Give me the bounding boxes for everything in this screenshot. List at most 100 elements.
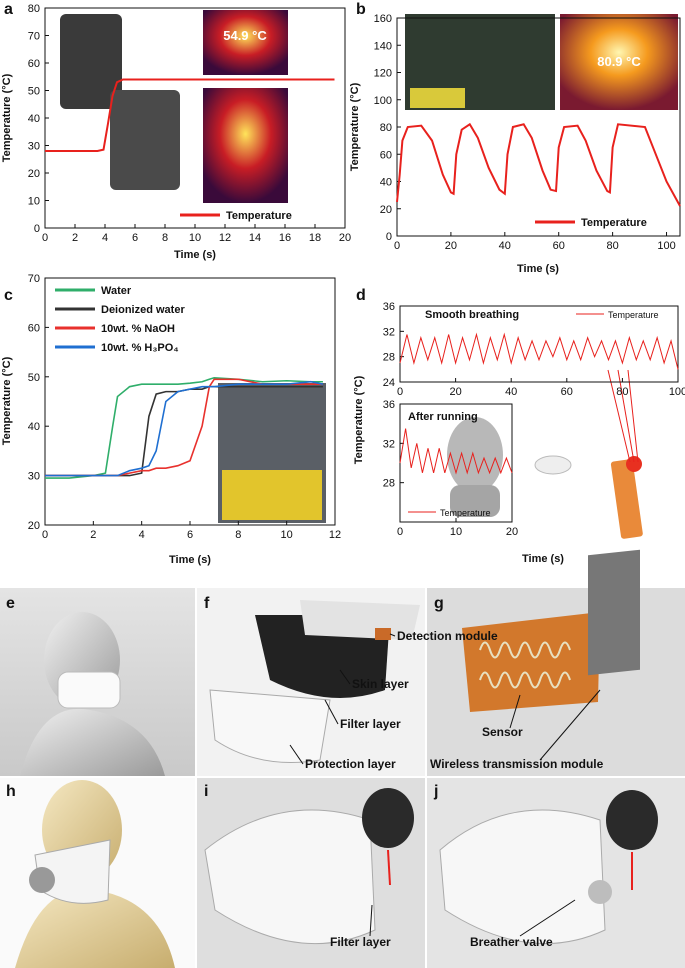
y-tick-label: 20 — [28, 520, 40, 532]
breath — [534, 455, 572, 475]
x-tick-label: 80 — [606, 240, 618, 252]
y-tick-label: 32 — [383, 438, 395, 450]
x-axis-label: Time (s) — [169, 554, 211, 566]
shoulders — [20, 708, 165, 776]
leader-line — [324, 699, 339, 725]
y-tick-label: 30 — [28, 141, 40, 153]
mask — [57, 671, 121, 709]
y-tick-label: 80 — [28, 3, 40, 15]
y-tick-label: 40 — [380, 177, 392, 189]
y-tick-label: 0 — [386, 231, 392, 243]
inset-sensor — [606, 790, 658, 850]
setup-photo — [222, 470, 322, 520]
pointer — [387, 849, 391, 886]
y-tick-label: 60 — [380, 149, 392, 161]
legend-label: Temperature — [608, 310, 659, 320]
y-tick-label: 60 — [28, 58, 40, 70]
legend-label: Temperature — [440, 508, 491, 518]
x-tick-label: 100 — [669, 386, 685, 398]
mask — [439, 809, 606, 945]
x-tick-label: 20 — [506, 526, 518, 538]
mask — [204, 809, 376, 945]
callout-label: Filter layer — [330, 935, 391, 949]
legend-label: Temperature — [581, 217, 647, 229]
x-tick-label: 0 — [397, 386, 403, 398]
leader-line — [509, 694, 521, 729]
thermal-image — [560, 14, 678, 110]
x-tick-label: 0 — [42, 232, 48, 244]
y-axis-label: Temperature (°C) — [353, 375, 365, 464]
robot-photo — [110, 90, 180, 190]
x-axis-label: Time (s) — [517, 263, 559, 275]
setup-photo — [410, 88, 465, 108]
y-axis-label: Temperature (°C) — [1, 73, 13, 162]
x-axis-label: Time (s) — [174, 249, 216, 261]
panel-letter: c — [4, 287, 13, 304]
y-tick-label: 10 — [28, 196, 40, 208]
y-tick-label: 30 — [28, 471, 40, 483]
data-line — [396, 122, 681, 207]
leader-line — [519, 899, 576, 937]
valve — [29, 867, 55, 893]
x-tick-label: 6 — [187, 529, 193, 541]
y-tick-label: 28 — [383, 478, 395, 490]
data-line — [45, 78, 335, 152]
leader-line — [389, 633, 396, 637]
panel-letter: e — [6, 595, 15, 612]
chart-title: Smooth breathing — [425, 309, 519, 321]
x-tick-label: 0 — [42, 529, 48, 541]
y-tick-label: 160 — [374, 13, 392, 25]
y-tick-label: 20 — [380, 204, 392, 216]
pointer — [607, 369, 631, 463]
legend-label: Water — [101, 285, 132, 297]
sensor-image — [610, 459, 643, 539]
x-tick-label: 14 — [249, 232, 261, 244]
y-tick-label: 36 — [383, 301, 395, 313]
sensor-trace — [479, 641, 571, 659]
leader-line — [369, 904, 373, 937]
x-tick-label: 12 — [219, 232, 231, 244]
legend-label: Deionized water — [101, 304, 185, 316]
y-tick-label: 120 — [374, 68, 392, 80]
robot-photo — [60, 14, 122, 109]
x-tick-label: 8 — [162, 232, 168, 244]
leader-line — [289, 744, 304, 765]
y-tick-label: 80 — [380, 122, 392, 134]
thermal-image — [203, 88, 288, 203]
y-tick-label: 70 — [28, 31, 40, 43]
x-tick-label: 40 — [499, 240, 511, 252]
leader-line — [539, 689, 601, 761]
x-tick-label: 10 — [189, 232, 201, 244]
x-tick-label: 60 — [553, 240, 565, 252]
callout-label: Protection layer — [305, 757, 396, 771]
x-tick-label: 6 — [132, 232, 138, 244]
x-tick-label: 40 — [505, 386, 517, 398]
sensor-strip — [462, 612, 600, 712]
panel-letter: h — [6, 783, 16, 800]
y-axis-label: Temperature (°C) — [349, 82, 361, 171]
y-tick-label: 60 — [28, 322, 40, 334]
legend-label: Temperature — [226, 210, 292, 222]
leader-line — [339, 669, 351, 685]
y-axis-label: Temperature (°C) — [1, 356, 13, 445]
y-tick-label: 50 — [28, 86, 40, 98]
data-line — [399, 332, 679, 370]
annotation: 54.9 °C — [223, 28, 267, 43]
x-tick-label: 100 — [657, 240, 675, 252]
y-tick-label: 36 — [383, 399, 395, 411]
x-tick-label: 10 — [281, 529, 293, 541]
panel-letter: j — [433, 783, 438, 800]
pointer — [627, 369, 639, 463]
x-tick-label: 4 — [102, 232, 108, 244]
inset-sensor — [362, 788, 414, 848]
y-tick-label: 50 — [28, 372, 40, 384]
panel-letter: b — [356, 1, 366, 18]
callout-label: Filter layer — [340, 717, 401, 731]
y-tick-label: 32 — [383, 326, 395, 338]
panel-letter: f — [204, 595, 210, 612]
shoulders — [15, 888, 175, 968]
thermal-image — [203, 10, 288, 75]
callout-label: Detection module — [397, 629, 498, 643]
